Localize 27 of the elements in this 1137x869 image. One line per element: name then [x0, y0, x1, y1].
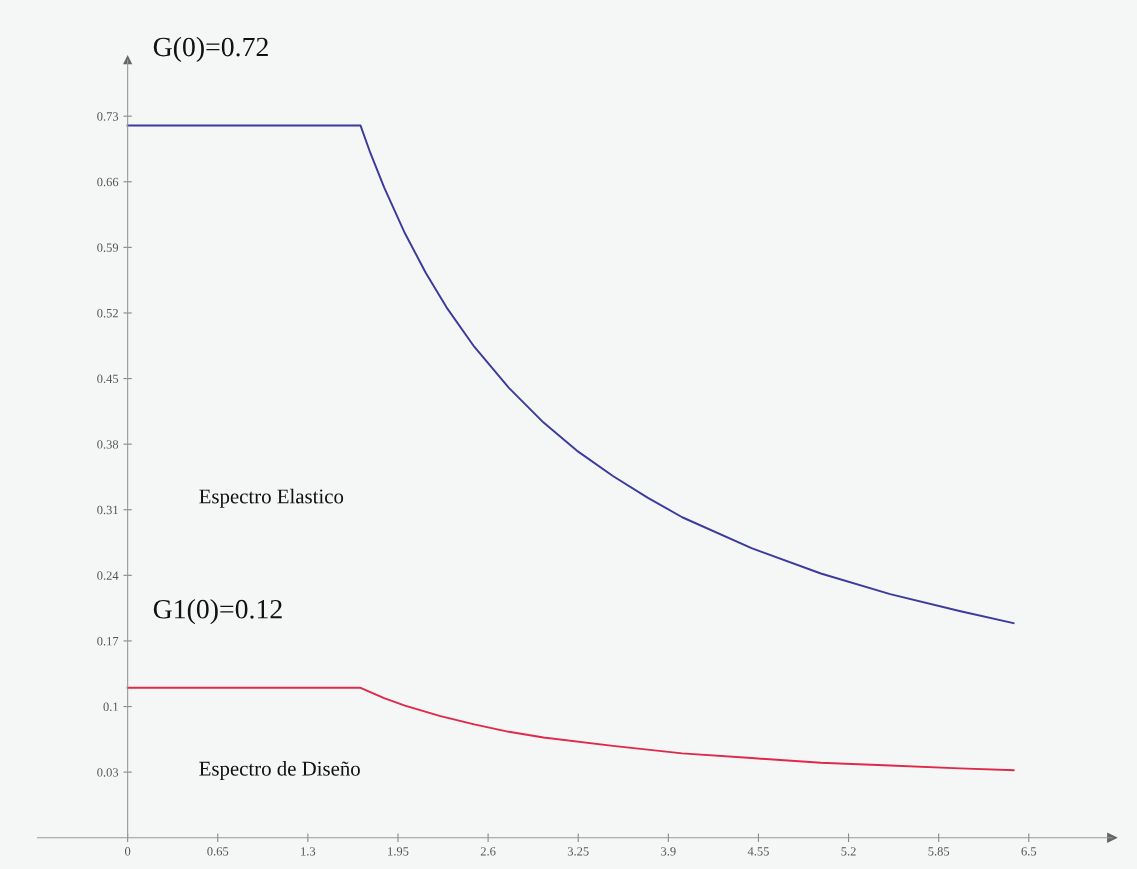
y-tick-label: 0.66: [97, 177, 119, 187]
x-tick-label: 0.65: [207, 847, 229, 856]
y-tick-label: 0.17: [97, 636, 119, 646]
line-series: [126, 124, 1015, 625]
x-tick-label: 5.85: [928, 847, 950, 856]
y-tick-label: 0.52: [97, 308, 118, 318]
annotation: Espectro de Diseño: [199, 761, 360, 780]
annotation: G1(0)=0.12: [153, 599, 282, 625]
x-tick-label: 3.25: [567, 847, 589, 856]
x-tick-label: 5.2: [841, 847, 856, 856]
x-tick-label: 6.5: [1021, 847, 1037, 856]
annotation: G(0)=0.72: [153, 36, 268, 63]
x-tick-label: 4.55: [747, 847, 769, 856]
y-tick-label: 0.1: [103, 702, 118, 712]
x-tick-label: 1.95: [388, 847, 409, 856]
y-tick-label: 0.31: [97, 505, 118, 515]
x-tick-label: 1.3: [301, 847, 316, 856]
y-tick-label: 0.59: [97, 243, 119, 252]
y-tick-label: 0.73: [97, 112, 119, 121]
x-tick-label: 0: [124, 847, 131, 856]
x-tick-label: 3.9: [661, 847, 676, 856]
y-tick-label: 0.38: [97, 440, 119, 449]
y-tick-label: 0.45: [97, 374, 119, 384]
y-tick-label: 0.03: [97, 768, 119, 777]
y-tick-label: 0.24: [97, 571, 119, 580]
annotation: Espectro Elastico: [199, 488, 344, 508]
x-tick-label: 2.6: [480, 847, 496, 856]
